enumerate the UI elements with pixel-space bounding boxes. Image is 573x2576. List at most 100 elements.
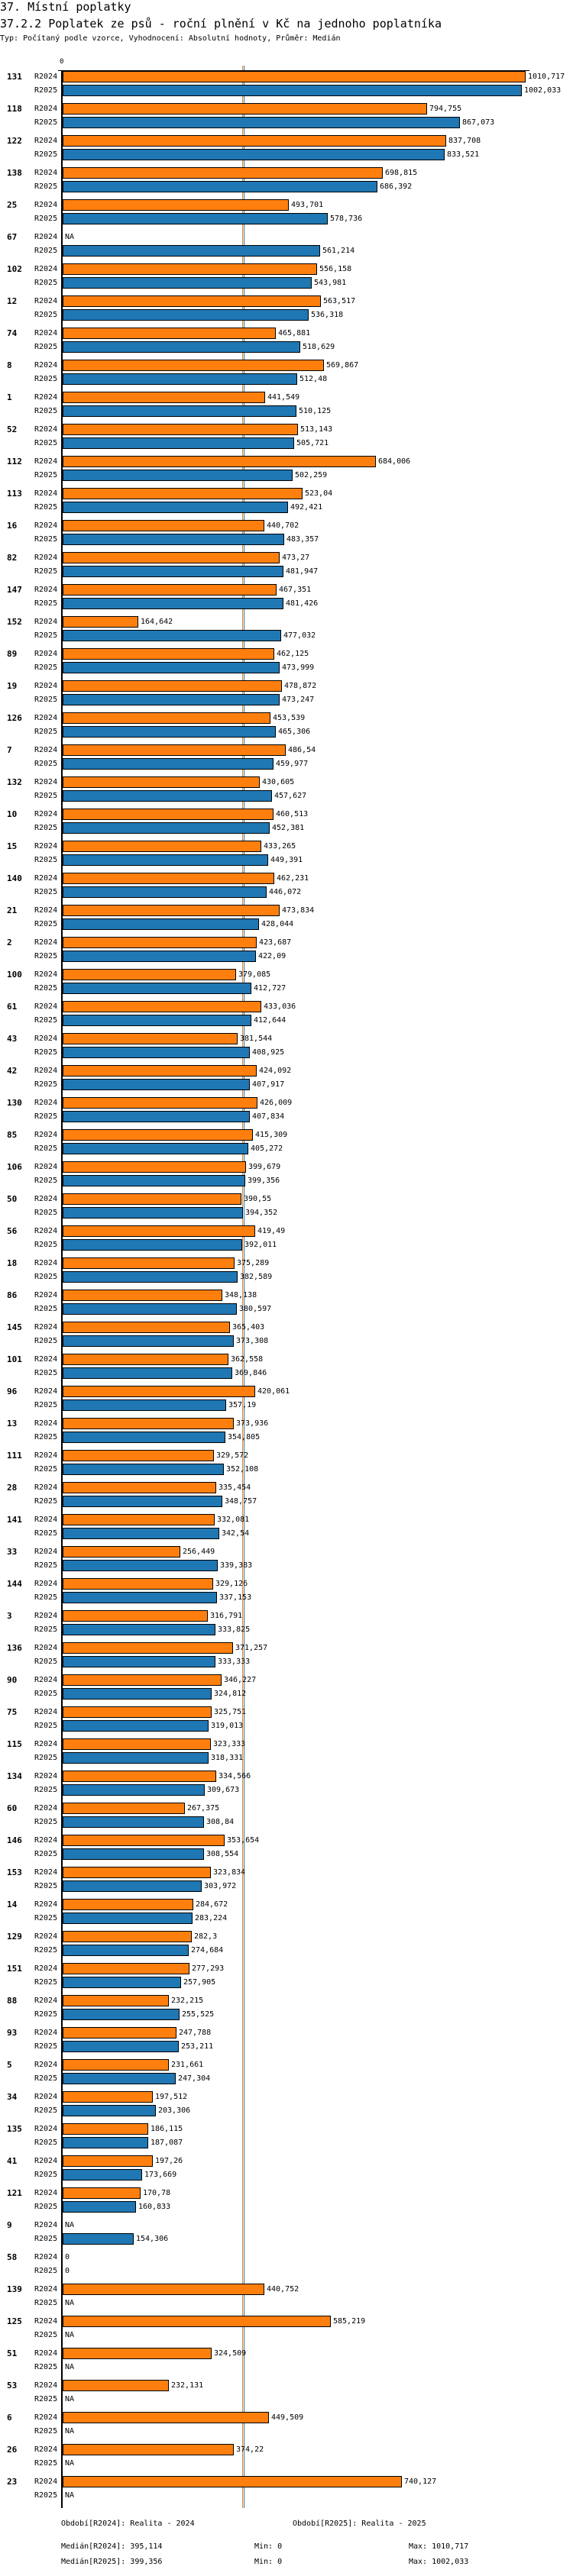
bar-r2025 [63, 181, 377, 192]
bar-r2025 [63, 1303, 237, 1315]
value-label: 837,708 [448, 137, 481, 145]
bar-r2025 [63, 1399, 226, 1411]
series-label: R2024 [34, 746, 58, 754]
category-label: 25 [7, 200, 18, 210]
category-label: 58 [7, 2252, 18, 2262]
series-label: R2025 [34, 631, 58, 640]
bar-r2025 [63, 1688, 212, 1700]
bar-r2025 [63, 1464, 224, 1475]
bar-r2024 [63, 2476, 402, 2487]
value-label: 477,032 [283, 631, 316, 640]
value-label: 459,977 [276, 760, 309, 768]
series-label: R2024 [34, 1419, 58, 1428]
series-label: R2025 [34, 311, 58, 319]
value-label: 379,085 [238, 970, 271, 979]
bar-r2024 [63, 841, 261, 852]
value-label: 543,981 [314, 279, 347, 287]
series-label: R2024 [34, 1355, 58, 1364]
bar-r2025 [63, 1880, 202, 1892]
series-label: R2025 [34, 888, 58, 896]
series-label: R2025 [34, 760, 58, 768]
value-label: 457,627 [274, 792, 307, 800]
value-label: 423,687 [259, 938, 292, 947]
series-label: R2025 [34, 1625, 58, 1634]
value-label: 1010,717 [528, 73, 565, 81]
bar-r2025 [63, 502, 288, 513]
value-label: 369,846 [235, 1369, 267, 1377]
value-label: 412,644 [254, 1016, 286, 1025]
series-label: R2025 [34, 182, 58, 191]
category-label: 111 [7, 1451, 22, 1461]
series-label: R2025 [34, 2395, 58, 2403]
bar-r2025 [63, 1047, 250, 1058]
bar-r2024 [63, 1674, 222, 1686]
series-label: R2025 [34, 984, 58, 993]
bar-r2024 [63, 135, 446, 147]
bar-r2025 [63, 2073, 176, 2084]
series-label: R2024 [34, 2445, 58, 2454]
series-label: R2025 [34, 1273, 58, 1281]
series-label: R2025 [34, 1722, 58, 1730]
bar-r2025 [63, 2169, 142, 2181]
value-label: 424,092 [259, 1067, 292, 1075]
bar-r2024 [63, 263, 317, 275]
value-label: 430,605 [262, 778, 295, 786]
bar-r2025 [63, 1560, 218, 1571]
series-label: R2024 [34, 810, 58, 818]
series-label: R2025 [34, 1978, 58, 1987]
category-label: 13 [7, 1419, 18, 1428]
bar-r2025 [63, 405, 296, 417]
bar-r2024 [63, 712, 270, 724]
value-label: NA [65, 2491, 75, 2500]
series-label: R2025 [34, 2427, 58, 2436]
value-label: 324,812 [214, 1690, 247, 1698]
bar-r2024 [63, 2187, 141, 2199]
value-label: 257,905 [183, 1978, 216, 1987]
category-label: 16 [7, 521, 18, 531]
value-label: 332,081 [217, 1516, 250, 1524]
bar-r2025 [63, 2137, 148, 2148]
value-label: 407,917 [252, 1080, 285, 1089]
category-label: 121 [7, 2188, 22, 2198]
bar-r2025 [63, 1977, 181, 1988]
series-label: R2025 [34, 343, 58, 351]
value-label: 374,22 [236, 2445, 264, 2454]
series-label: R2024 [34, 137, 58, 145]
series-label: R2024 [34, 714, 58, 722]
category-label: 3 [7, 1611, 12, 1621]
bar-r2025 [63, 534, 284, 545]
value-label: 319,013 [211, 1722, 244, 1730]
series-label: R2024 [34, 1291, 58, 1299]
value-label: 187,087 [151, 2139, 183, 2147]
series-label: R2024 [34, 1772, 58, 1780]
value-label: 282,3 [194, 1932, 218, 1941]
category-label: 82 [7, 553, 18, 563]
category-label: 8 [7, 360, 12, 370]
value-label: 274,684 [191, 1946, 224, 1955]
series-label: R2025 [34, 1369, 58, 1377]
series-label: R2025 [34, 1497, 58, 1506]
category-label: 75 [7, 1707, 18, 1717]
bar-r2024 [63, 1354, 228, 1365]
value-label: 492,421 [290, 503, 323, 512]
bar-r2025 [63, 1752, 209, 1764]
bar-r2025 [63, 1239, 242, 1251]
value-label: 348,138 [225, 1291, 257, 1299]
category-label: 34 [7, 2092, 18, 2102]
category-label: 21 [7, 905, 18, 915]
series-label: R2025 [34, 1786, 58, 1794]
bar-r2025 [63, 854, 268, 866]
value-label: 1002,033 [524, 86, 562, 95]
bar-r2024 [63, 1963, 189, 1974]
bar-r2025 [63, 1848, 204, 1860]
value-label: 373,936 [236, 1419, 269, 1428]
value-label: 353,654 [227, 1836, 260, 1845]
value-label: 392,011 [244, 1241, 277, 1249]
chart-title: 37.2.2 Poplatek ze psů - roční plnění v … [0, 17, 442, 31]
bar-r2024 [63, 680, 282, 692]
category-label: 2 [7, 938, 12, 947]
series-label: R2025 [34, 150, 58, 159]
value-label: 371,257 [235, 1644, 268, 1652]
value-label: 399,679 [248, 1163, 281, 1171]
min-r2025: Min: 0 [254, 2558, 283, 2566]
